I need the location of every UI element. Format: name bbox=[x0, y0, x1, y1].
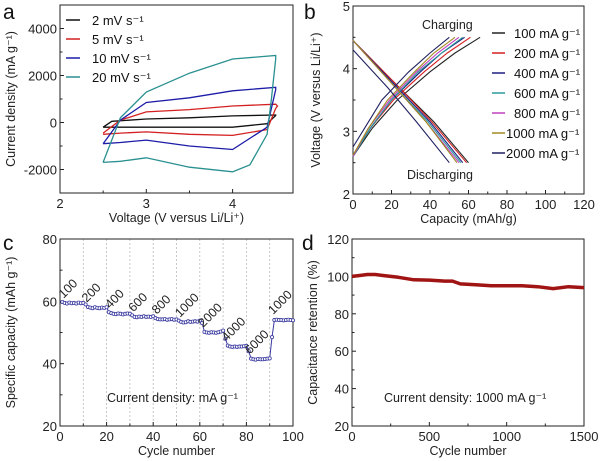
discharge-curve bbox=[352, 49, 450, 164]
x-tick-label: 0 bbox=[56, 429, 63, 444]
legend-label: 100 mA g⁻¹ bbox=[514, 26, 581, 41]
x-tick-label: 0 bbox=[348, 429, 355, 444]
y-tick-label: 4000 bbox=[28, 22, 57, 37]
discharge-curve bbox=[352, 40, 468, 164]
x-tick-label: 20 bbox=[99, 429, 113, 444]
y-tick-label: 2000 bbox=[28, 69, 57, 84]
retention-line bbox=[351, 272, 585, 291]
legend-label: 600 mA g⁻¹ bbox=[514, 86, 581, 101]
x-tick-label: 20 bbox=[384, 197, 398, 212]
y-tick-label: -2000 bbox=[24, 163, 57, 178]
data-point bbox=[223, 336, 228, 341]
panel-letter: d bbox=[302, 232, 314, 255]
annotation-charging: Charging bbox=[422, 18, 473, 32]
x-axis-label: Cycle number bbox=[429, 444, 506, 458]
panel-d: d 0 500 1000 1500 20 40 60 80 100 120 Cycle number C… bbox=[302, 232, 598, 458]
x-tick-label: 60 bbox=[193, 429, 207, 444]
rate-label: 1000 bbox=[172, 290, 202, 320]
charge-curve bbox=[352, 36, 450, 148]
y-tick-label: 2 bbox=[343, 187, 350, 202]
series-line bbox=[102, 103, 279, 137]
charge-curve bbox=[352, 36, 456, 156]
legend-label: 800 mA g⁻¹ bbox=[514, 106, 581, 121]
y-axis-label: Capacitance retention (%) bbox=[306, 260, 320, 405]
x-tick-label: 500 bbox=[418, 429, 440, 444]
x-tick-label: 100 bbox=[282, 429, 304, 444]
y-tick-label: 20 bbox=[335, 419, 349, 434]
panel-letter: a bbox=[3, 1, 15, 24]
panel-letter: b bbox=[304, 1, 316, 24]
rate-label: 4000 bbox=[219, 314, 249, 344]
series-line bbox=[102, 114, 277, 128]
legend-label: 10 mV s⁻¹ bbox=[92, 51, 152, 66]
y-tick-label: 0 bbox=[50, 116, 57, 131]
x-tick-label: 3 bbox=[143, 196, 150, 211]
legend-label: 1000 mA g⁻¹ bbox=[506, 126, 580, 141]
legend-label: 200 mA g⁻¹ bbox=[514, 46, 581, 61]
data-point bbox=[200, 321, 205, 326]
x-tick-label: 40 bbox=[423, 197, 437, 212]
y-tick-label: 100 bbox=[327, 269, 349, 284]
legend-label: 2 mV s⁻¹ bbox=[92, 13, 144, 28]
x-axis-label: Capacity (mAh/g) bbox=[420, 212, 517, 226]
x-tick-label: 60 bbox=[461, 197, 475, 212]
discharge-curve bbox=[352, 40, 458, 164]
y-axis-label: Current density (mA g⁻¹) bbox=[4, 31, 18, 167]
x-tick-label: 40 bbox=[146, 429, 160, 444]
panel-letter: c bbox=[3, 232, 14, 255]
data-point bbox=[290, 318, 295, 323]
x-tick-label: 80 bbox=[239, 429, 253, 444]
data-point bbox=[246, 349, 251, 354]
rate-label: 800 bbox=[149, 292, 174, 317]
y-tick-label: 3 bbox=[343, 124, 350, 139]
y-tick-label: 120 bbox=[327, 232, 349, 247]
x-tick-label: 0 bbox=[349, 197, 356, 212]
data-point bbox=[83, 302, 88, 307]
data-point bbox=[104, 305, 109, 310]
y-tick-label: 80 bbox=[335, 307, 349, 322]
charge-curve bbox=[352, 36, 464, 157]
x-axis-label: Cycle number bbox=[138, 444, 215, 458]
y-tick-label: 40 bbox=[43, 357, 57, 372]
panel-a: a 2 3 4 -2000 0 2000 4000 Voltage (V versus Li/L… bbox=[3, 1, 294, 225]
series-line bbox=[102, 86, 277, 151]
x-tick-label: 1000 bbox=[492, 429, 521, 444]
y-tick-label: 20 bbox=[43, 419, 57, 434]
x-tick-label: 100 bbox=[535, 197, 557, 212]
rate-label: 600 bbox=[126, 290, 151, 315]
x-tick-label: 120 bbox=[573, 197, 595, 212]
rate-label: 100 bbox=[56, 276, 81, 301]
data-point bbox=[244, 343, 249, 348]
charge-curve bbox=[352, 36, 481, 157]
series-line bbox=[102, 54, 277, 173]
x-tick-label: 1500 bbox=[570, 429, 599, 444]
y-tick-label: 4 bbox=[343, 62, 350, 77]
data-point bbox=[267, 356, 272, 361]
y-axis-label: Voltage (V versus Li/Li⁺) bbox=[309, 32, 323, 167]
y-tick-label: 5 bbox=[343, 0, 350, 14]
annotation-discharging: Discharging bbox=[407, 168, 473, 182]
data-point bbox=[270, 335, 275, 340]
current-density-annotation: Current density: 1000 mA g⁻¹ bbox=[384, 391, 546, 405]
y-tick-label: 80 bbox=[43, 232, 57, 247]
current-density-annotation: Current density: mA g⁻¹ bbox=[107, 391, 238, 405]
discharge-curve bbox=[352, 40, 464, 164]
y-tick-label: 40 bbox=[335, 382, 349, 397]
y-tick-label: 60 bbox=[335, 344, 349, 359]
data-point bbox=[221, 328, 226, 333]
y-axis-label: Specific capacity (mAh g⁻¹) bbox=[4, 257, 18, 409]
legend-label: 20 mV s⁻¹ bbox=[92, 70, 152, 85]
legend-label: 5 mV s⁻¹ bbox=[92, 32, 144, 47]
panel-b: b 0 20 40 60 80 100 120 2 3 4 5 Capacity (mAh/g) Volt… bbox=[304, 0, 595, 226]
x-tick-label: 4 bbox=[229, 196, 236, 211]
x-tick-label: 2 bbox=[56, 196, 63, 211]
legend-label: 2000 mA g⁻¹ bbox=[506, 146, 580, 161]
x-axis-label: Voltage (V versus Li/Li⁺) bbox=[109, 211, 244, 225]
x-tick-label: 80 bbox=[500, 197, 514, 212]
y-tick-label: 60 bbox=[43, 294, 57, 309]
legend-label: 400 mA g⁻¹ bbox=[514, 66, 581, 81]
data-point bbox=[197, 318, 202, 323]
